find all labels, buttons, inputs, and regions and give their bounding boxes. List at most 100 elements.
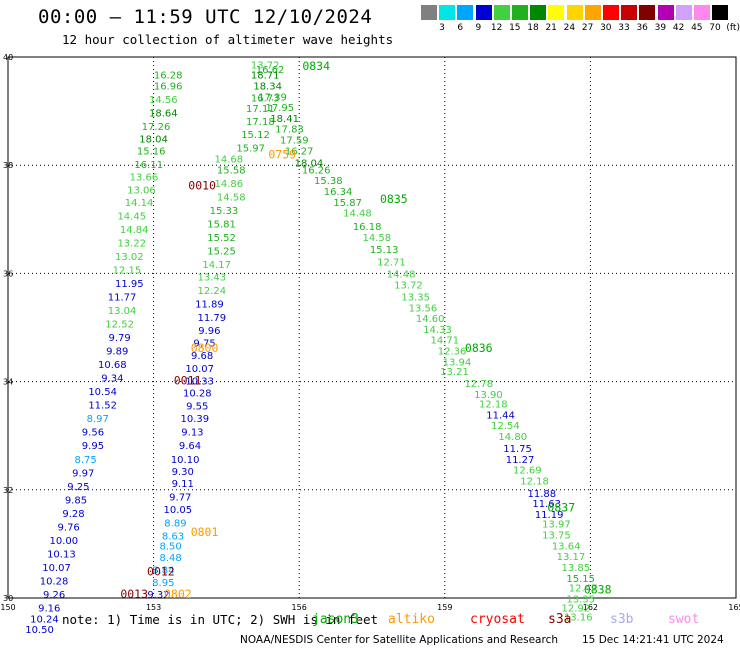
swh-value-label: 12.92 [562,604,591,615]
swh-value-label: 13.56 [409,303,438,314]
swh-value-label: 17.26 [142,122,171,133]
swh-value-label: 9.11 [172,479,194,490]
swh-value-label: 11.19 [535,510,564,521]
swh-value-label: 9.68 [191,351,213,362]
swh-value-label: 11.89 [195,299,224,310]
swh-value-label: 13.66 [130,172,159,183]
swh-value-label: 18.41 [270,114,299,125]
swh-value-label: 13.21 [440,367,469,378]
satellite-label-swot: swot [668,612,700,627]
scale-label: 70 [709,23,721,33]
swh-value-label: 13.35 [401,292,430,303]
swh-value-label: 13.64 [552,541,581,552]
swh-value-label: 9.13 [181,428,203,439]
swh-value-label: 9.16 [38,604,60,615]
swh-value-label: 11.27 [506,455,535,466]
swh-value-label: 14.71 [430,336,459,347]
swh-value-label: 16.26 [302,165,331,176]
swh-value-label: 10.24 [30,614,59,625]
swh-value-label: 12.52 [105,320,134,331]
swh-value-label: 10.39 [181,414,210,425]
swh-value-label: 17.95 [265,103,294,114]
swh-value-label: 15.16 [137,146,166,157]
swh-value-label: 12.71 [377,257,406,268]
swh-value-label: 10.07 [185,364,214,375]
scale-label: 15 [509,23,521,33]
pass-time-label: 0801 [191,525,219,539]
y-tick-label: 30 [3,594,13,603]
swh-value-label: 9.55 [186,402,208,413]
swh-value-label: 10.07 [42,563,71,574]
pass-time-label: 0800 [191,341,219,355]
y-tick-label: 38 [3,161,13,170]
swh-value-label: 15.87 [333,198,362,209]
scale-label: 24 [563,23,576,33]
swh-value-label: 8.75 [75,455,97,466]
timestamp-text: 15 Dec 14:21:41 UTC 2024 [582,634,724,646]
swh-value-label: 13.72 [394,281,423,292]
swh-value-label: 15.58 [217,165,246,176]
swh-value-label: 11.63 [532,499,561,510]
swh-value-label: 8.97 [87,414,109,425]
swh-value-label: 13.75 [542,530,571,541]
swh-value-label: 13.17 [557,552,586,563]
swh-value-label: 8.48 [159,553,181,564]
swh-value-label: 14.80 [498,432,527,443]
pass-time-label: 0837 [547,500,575,514]
swh-value-label: 18.34 [253,81,282,92]
swh-value-label: 9.85 [65,495,87,506]
swh-value-label: 14.17 [202,260,231,271]
swh-value-label: 9.89 [106,347,128,358]
satellite-label-s3a: s3a [548,612,572,627]
swh-value-label: 12.36 [438,347,467,358]
swh-value-label: 9.97 [72,468,94,479]
swh-value-label: 9.26 [43,590,65,601]
scale-label: 21 [545,23,557,33]
y-tick-label: 34 [3,378,13,387]
swh-value-label: 9.28 [62,509,84,520]
pass-time-label: 0011 [174,373,202,387]
x-tick-label: 156 [292,603,307,612]
plot-frame [7,56,737,599]
scale-label: 30 [600,23,612,33]
swh-value-label: 16.27 [285,146,314,157]
scale-label: 42 [672,23,685,33]
swh-value-label: 18.64 [149,109,178,120]
swh-value-label: 17.11 [246,104,275,115]
swh-value-label: 13.72 [251,60,280,71]
swh-value-label: 16.28 [154,71,183,82]
swh-value-label: 14.58 [363,233,392,244]
swh-value-label: 8.89 [164,519,186,530]
swh-value-label: 15.52 [207,233,236,244]
swh-value-label: 17.59 [280,136,309,147]
swh-value-label: 10.10 [171,455,200,466]
swh-value-label: 16.11 [134,160,163,171]
scale-swatch [421,5,437,20]
x-tick-label: 162 [583,603,598,612]
credit-text: NOAA/NESDIS Center for Satellite Applica… [240,634,558,646]
swh-value-label: 18.04 [295,158,324,169]
scale-swatch [639,5,656,20]
swh-value-label: 9.79 [108,333,130,344]
scale-label: 3 [439,23,445,33]
swh-value-label: 12.24 [198,286,227,297]
swh-value-label: 12.47 [569,584,598,595]
swh-value-label: 11.88 [528,489,557,500]
scale-swatch [475,5,492,20]
x-tick-label: 159 [437,603,452,612]
scale-label: 39 [654,23,667,33]
satellite-label-cryosat: cryosat [470,612,525,627]
swh-value-label: 12.18 [479,400,508,411]
swh-value-label: 15.33 [210,206,239,217]
scale-label: 33 [618,23,630,33]
scale-swatch [584,5,601,20]
swh-value-label: 14.48 [387,270,416,281]
swh-value-label: 9.30 [172,467,194,478]
pass-time-label: 0010 [188,179,216,193]
satellite-label-jason3: jason3 [312,612,359,627]
swh-value-label: 13.94 [443,357,472,368]
swh-value-label: 17.83 [275,125,304,136]
swh-value-label: 8.50 [159,541,181,552]
swh-value-label: 14.86 [215,179,244,190]
